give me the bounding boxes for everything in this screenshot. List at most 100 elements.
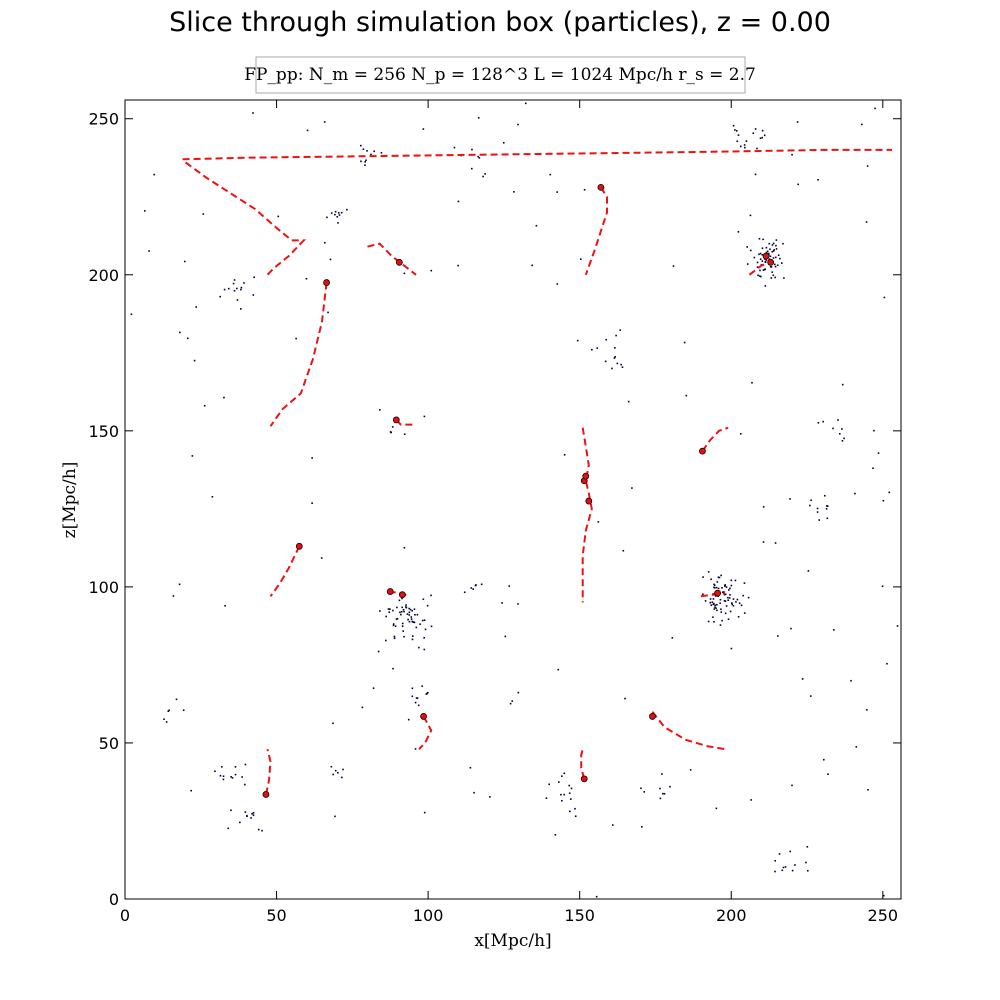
particle-point [422,598,425,601]
halo-track-line [580,748,586,780]
particle-point [473,791,475,794]
particle-point [759,269,761,272]
particle-point [855,746,858,748]
halo-point [649,713,656,720]
particle-point [620,363,622,366]
particle-point [850,679,852,682]
particle-point [757,274,759,277]
particle-point [396,606,398,609]
particle-point [728,589,730,591]
particle-point [779,257,781,260]
particle-point [261,829,263,832]
particle-point [415,626,418,629]
particle-point [391,426,394,428]
particle-point [776,264,779,267]
particle-point [683,341,686,344]
particle-point [545,797,548,799]
particle-point [817,178,819,181]
halo-point [295,542,303,550]
particle-point [517,691,520,694]
particle-point [234,773,237,776]
particle-point [882,894,885,897]
particle-point [773,249,776,251]
y-tick-label: 200 [88,266,119,285]
particle-point [570,787,573,790]
particle-point [746,246,748,248]
halo-track-line [651,711,726,751]
particle-point [423,648,426,651]
particle-point [791,784,793,787]
particle-point [823,494,826,497]
particle-point [772,250,775,252]
particle-point [240,288,242,291]
halo-point [392,416,400,424]
particle-point [524,102,527,105]
particle-point [865,221,868,223]
particle-point [613,357,616,359]
particle-point [825,507,828,510]
particle-point [765,251,768,254]
halo-track-line [748,261,772,276]
particle-point [616,362,619,365]
particle-point [470,167,473,170]
particle-point [774,542,777,544]
particle-point [549,173,552,176]
particle-point [771,271,774,273]
particle-point [591,348,593,351]
particle-point [643,791,646,793]
particle-point [403,635,405,638]
particle-point [732,124,735,127]
particle-point [557,668,560,671]
particle-point [764,261,767,264]
particle-point [359,144,362,147]
particle-point [484,173,486,175]
particle-point [796,121,799,123]
particle-point [332,773,335,776]
particle-point [707,571,710,573]
particle-point [771,244,774,246]
particle-layer [130,102,899,898]
y-tick-label: 50 [99,734,119,753]
particle-point [329,258,332,261]
particle-point [411,620,414,623]
particle-point [738,602,741,605]
particle-point [732,598,735,600]
halo-track-line [418,715,433,750]
particle-point [561,775,563,777]
particle-point [883,296,886,299]
particle-point [732,604,735,607]
particle-point [614,356,616,358]
particle-point [745,140,748,142]
particle-point [337,212,340,214]
halo-point [323,279,330,286]
particle-point [631,487,633,489]
particle-point [713,608,716,610]
particle-point [401,606,404,609]
particle-point [475,584,477,586]
particle-point [400,613,402,616]
particle-point [423,637,425,639]
particle-point [767,252,770,255]
legend-label: FP_pp: N_m = 256 N_p = 128^3 L = 1024 Mp… [244,65,756,85]
particle-point [380,152,383,154]
particle-point [806,869,809,872]
particle-point [761,253,764,256]
particle-point [769,248,771,251]
particle-point [716,581,719,583]
particle-point [517,603,519,605]
particle-point [409,608,412,611]
halo-point [582,472,590,480]
particle-point [340,211,343,214]
particle-point [604,360,607,363]
particle-point [230,809,232,812]
particle-point [342,768,344,771]
particle-point [182,709,185,712]
particle-point [408,611,411,614]
particle-point [252,811,255,814]
particle-point [877,452,880,454]
particle-point [241,776,243,778]
particle-point [191,455,194,457]
particle-point [731,602,733,604]
particle-point [720,574,722,577]
particle-point [250,817,252,819]
